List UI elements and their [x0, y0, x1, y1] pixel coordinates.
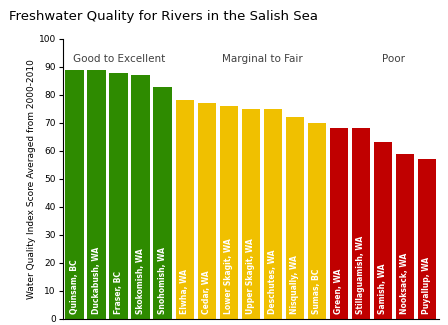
- Text: Good to Excellent: Good to Excellent: [73, 54, 165, 64]
- Text: Snohomish, WA: Snohomish, WA: [158, 247, 168, 314]
- Text: Marginal to Fair: Marginal to Fair: [221, 54, 302, 64]
- Text: Elwha, WA: Elwha, WA: [181, 269, 190, 314]
- Text: Nisqually, WA: Nisqually, WA: [290, 255, 299, 314]
- Text: Poor: Poor: [383, 54, 405, 64]
- Text: Upper Skagit, WA: Upper Skagit, WA: [246, 239, 255, 314]
- Bar: [109, 72, 128, 318]
- Text: Cedar, WA: Cedar, WA: [202, 271, 211, 314]
- Text: Nooksack, WA: Nooksack, WA: [401, 253, 409, 314]
- Bar: [87, 70, 106, 318]
- Bar: [241, 109, 260, 318]
- Text: Stillaguamish, WA: Stillaguamish, WA: [357, 236, 366, 314]
- Bar: [132, 75, 150, 318]
- Text: Lower Skagit, WA: Lower Skagit, WA: [224, 239, 233, 314]
- Bar: [176, 100, 194, 318]
- Bar: [220, 106, 238, 318]
- Bar: [198, 103, 216, 318]
- Text: Quinsam, BC: Quinsam, BC: [70, 260, 79, 314]
- Bar: [65, 70, 84, 318]
- Bar: [374, 142, 392, 318]
- Text: Puyallup, WA: Puyallup, WA: [422, 257, 431, 314]
- Bar: [285, 117, 304, 318]
- Text: Duckabush, WA: Duckabush, WA: [92, 247, 101, 314]
- Bar: [263, 109, 282, 318]
- Bar: [418, 159, 436, 318]
- Text: Samish, WA: Samish, WA: [379, 264, 388, 314]
- Text: Deschutes, WA: Deschutes, WA: [268, 250, 277, 314]
- Text: Green, WA: Green, WA: [334, 269, 344, 314]
- Bar: [330, 128, 348, 318]
- Bar: [352, 128, 370, 318]
- Y-axis label: Water Quality Index Score Averaged from 2000-2010: Water Quality Index Score Averaged from …: [27, 59, 36, 299]
- Bar: [154, 86, 172, 318]
- Text: Fraser, BC: Fraser, BC: [114, 271, 123, 314]
- Bar: [396, 154, 414, 318]
- Text: Skokomish, WA: Skokomish, WA: [136, 249, 145, 314]
- Bar: [307, 123, 326, 318]
- Text: Sumas, BC: Sumas, BC: [312, 269, 321, 314]
- Text: Freshwater Quality for Rivers in the Salish Sea: Freshwater Quality for Rivers in the Sal…: [9, 10, 318, 23]
